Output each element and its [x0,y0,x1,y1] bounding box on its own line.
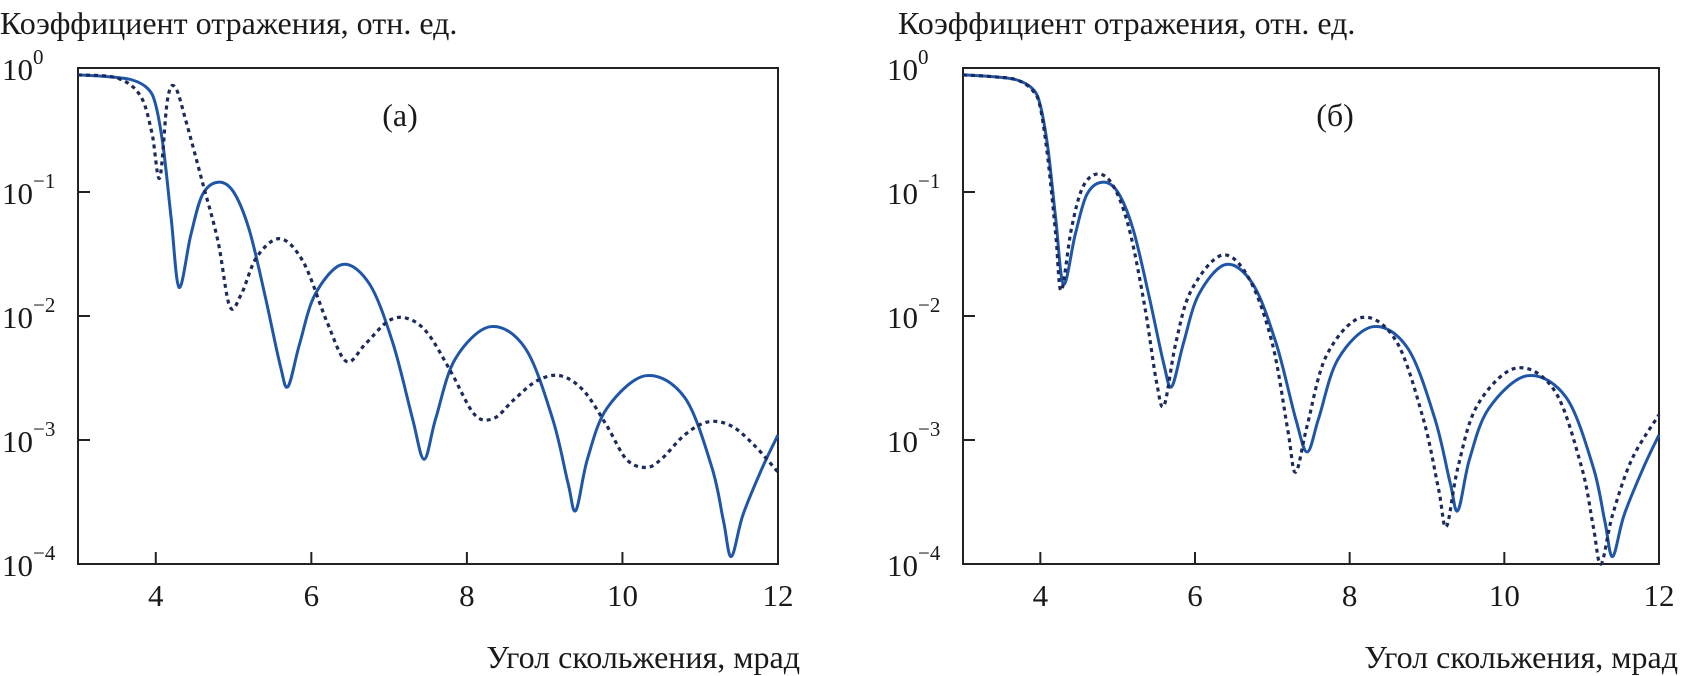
panel-a-series [77,73,780,559]
series-line-solid [962,73,1661,559]
x-tick-label: 6 [1187,578,1203,613]
panel-a: Коэффициент отражения, отн. ед. 4 6 8 10 12 1… [0,5,800,675]
x-tick-label: 6 [304,578,320,613]
panel-a-ticks: 4 6 8 10 12 100 10−1 10−2 10−3 10−4 [2,45,794,613]
panel-b-plot-frame [962,67,1660,565]
panel-b-ticks: 4 6 8 10 12 100 10−1 10−2 10−3 10−4 [887,45,1675,613]
y-tick-label: 10−1 [887,169,940,211]
x-tick-label: 10 [607,578,638,613]
series-line-dotted [77,73,780,474]
x-tick-label: 4 [1033,578,1049,613]
y-tick-label: 10−2 [2,293,55,335]
y-tick-label: 10−1 [2,169,55,211]
panel-b-y-axis-title: Коэффициент отражения, отн. ед. [898,5,1355,41]
x-tick-label: 10 [1489,578,1520,613]
panel-a-label: (а) [382,97,418,133]
series-line-dotted [962,73,1661,566]
panel-b-series [962,73,1661,566]
x-tick-label: 8 [1342,578,1358,613]
y-tick-label: 100 [2,45,44,87]
y-tick-label: 10−4 [2,541,56,583]
series-line-solid [77,73,780,559]
panel-a-y-axis-title: Коэффициент отражения, отн. ед. [0,5,457,41]
panel-b: Коэффициент отражения, отн. ед. 4 6 8 10 12 1… [887,5,1678,675]
panel-a-x-axis-title: Угол скольжения, мрад [486,639,800,675]
panel-b-x-axis-title: Угол скольжения, мрад [1364,639,1678,675]
y-tick-label: 10−3 [887,417,940,459]
y-tick-label: 10−2 [887,293,940,335]
y-tick-label: 10−4 [887,541,941,583]
x-tick-label: 12 [1644,578,1675,613]
panel-b-label: (б) [1316,97,1354,133]
y-tick-label: 10−3 [2,417,55,459]
x-tick-label: 4 [148,578,164,613]
y-tick-label: 100 [887,45,929,87]
x-tick-label: 8 [459,578,475,613]
panel-a-plot-frame [77,67,779,565]
x-tick-label: 12 [763,578,794,613]
